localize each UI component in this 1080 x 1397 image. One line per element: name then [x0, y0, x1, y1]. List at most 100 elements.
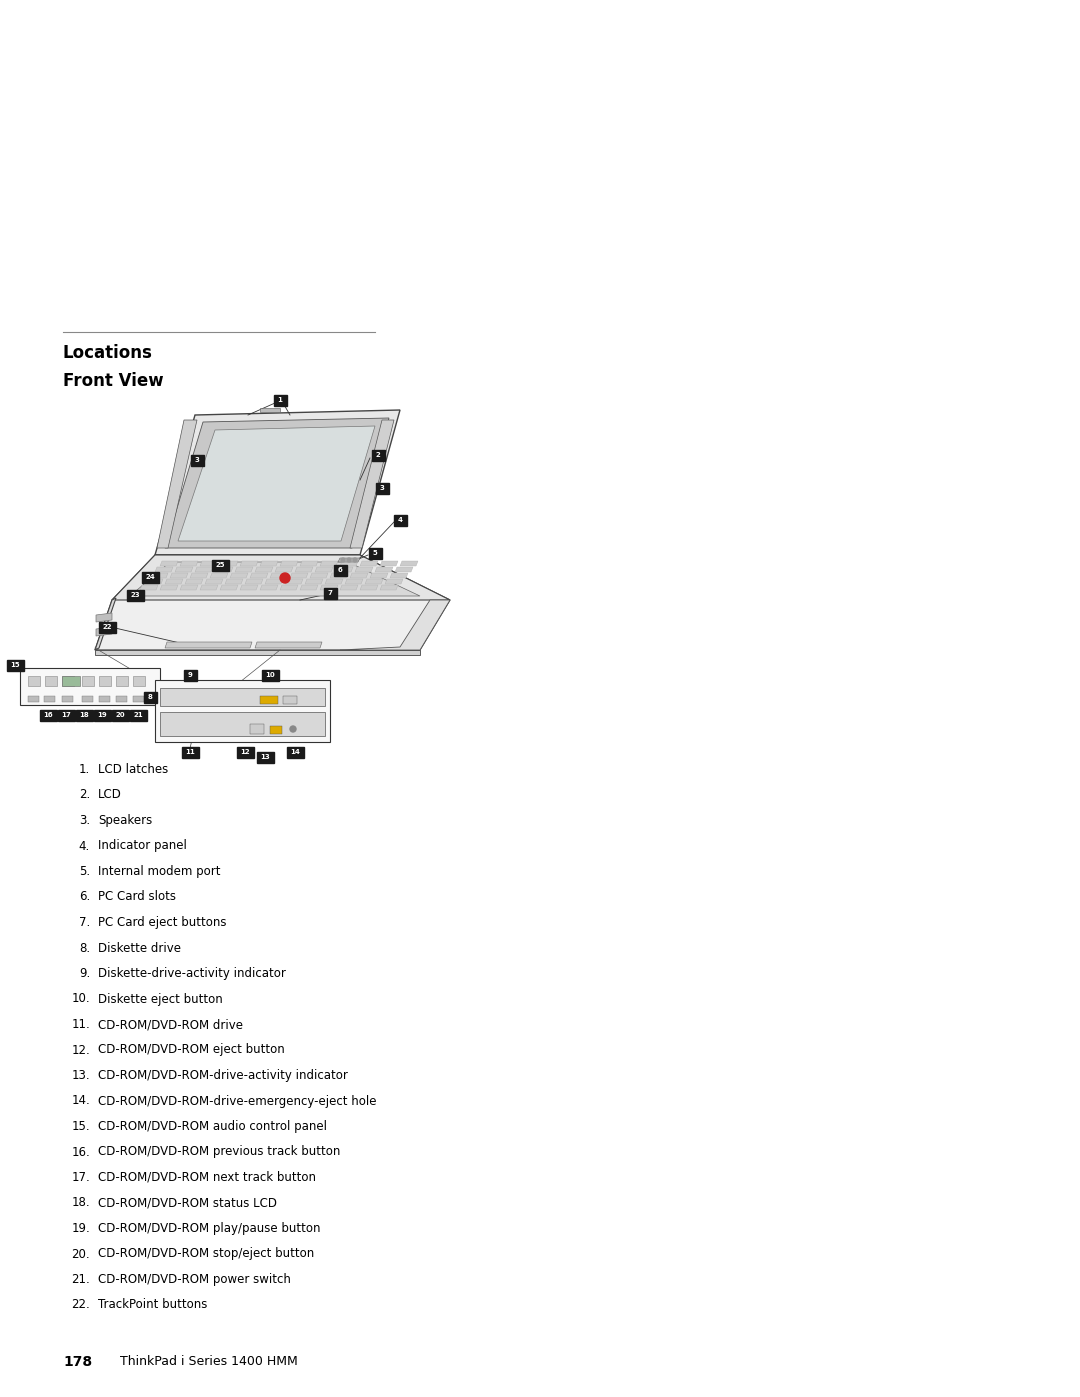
- Polygon shape: [95, 650, 420, 655]
- Text: 11: 11: [185, 749, 194, 754]
- Text: 16: 16: [43, 712, 53, 718]
- Polygon shape: [400, 562, 418, 566]
- Text: 24: 24: [145, 574, 154, 580]
- Bar: [249, 724, 264, 733]
- Bar: [160, 687, 325, 705]
- Text: CD-ROM/DVD-ROM audio control panel: CD-ROM/DVD-ROM audio control panel: [98, 1120, 327, 1133]
- Text: LCD latches: LCD latches: [98, 763, 168, 775]
- Polygon shape: [210, 573, 228, 578]
- Polygon shape: [291, 573, 308, 578]
- Text: CD-ROM/DVD-ROM power switch: CD-ROM/DVD-ROM power switch: [98, 1273, 291, 1287]
- FancyBboxPatch shape: [324, 588, 337, 598]
- Polygon shape: [375, 567, 393, 571]
- Text: 22.: 22.: [71, 1298, 90, 1312]
- Polygon shape: [320, 585, 338, 590]
- Text: 1: 1: [278, 397, 283, 402]
- Text: 4: 4: [397, 517, 403, 522]
- Polygon shape: [160, 585, 178, 590]
- FancyBboxPatch shape: [40, 710, 56, 721]
- Bar: [28, 696, 39, 703]
- Polygon shape: [338, 557, 360, 562]
- Text: 15.: 15.: [71, 1120, 90, 1133]
- Polygon shape: [310, 573, 328, 578]
- FancyBboxPatch shape: [237, 746, 254, 757]
- Polygon shape: [130, 562, 420, 597]
- Polygon shape: [320, 562, 338, 566]
- Text: 19.: 19.: [71, 1222, 90, 1235]
- Text: 3: 3: [379, 485, 384, 490]
- Text: Indicator panel: Indicator panel: [98, 840, 187, 852]
- Text: CD-ROM/DVD-ROM previous track button: CD-ROM/DVD-ROM previous track button: [98, 1146, 340, 1158]
- Bar: [270, 726, 282, 733]
- Polygon shape: [95, 555, 450, 650]
- Polygon shape: [249, 573, 268, 578]
- Bar: [62, 676, 80, 686]
- Polygon shape: [325, 578, 343, 584]
- Polygon shape: [390, 573, 408, 578]
- Bar: [99, 696, 110, 703]
- Bar: [44, 696, 55, 703]
- Circle shape: [291, 726, 296, 732]
- Text: 7.: 7.: [79, 916, 90, 929]
- Bar: [116, 696, 127, 703]
- Polygon shape: [157, 420, 197, 548]
- Text: 21: 21: [133, 712, 143, 718]
- Text: 13: 13: [260, 754, 270, 760]
- Text: 1.: 1.: [79, 763, 90, 775]
- Polygon shape: [360, 562, 378, 566]
- Text: 16.: 16.: [71, 1146, 90, 1158]
- Text: 18: 18: [79, 712, 89, 718]
- Polygon shape: [215, 567, 233, 571]
- Polygon shape: [165, 643, 252, 648]
- Text: 8: 8: [148, 694, 152, 700]
- Polygon shape: [280, 585, 298, 590]
- Polygon shape: [240, 562, 258, 566]
- Text: Front View: Front View: [63, 372, 164, 390]
- FancyBboxPatch shape: [261, 669, 279, 680]
- Text: 14.: 14.: [71, 1094, 90, 1108]
- Bar: [133, 676, 145, 686]
- Polygon shape: [245, 578, 264, 584]
- Polygon shape: [260, 562, 278, 566]
- Text: 15: 15: [10, 662, 19, 668]
- Polygon shape: [285, 578, 303, 584]
- Text: 5: 5: [373, 550, 377, 556]
- Polygon shape: [165, 418, 389, 548]
- Polygon shape: [170, 573, 188, 578]
- Text: 17.: 17.: [71, 1171, 90, 1185]
- Text: 9.: 9.: [79, 967, 90, 981]
- FancyBboxPatch shape: [190, 454, 203, 465]
- Text: CD-ROM/DVD-ROM eject button: CD-ROM/DVD-ROM eject button: [98, 1044, 285, 1056]
- FancyBboxPatch shape: [144, 692, 157, 703]
- Polygon shape: [335, 567, 353, 571]
- Polygon shape: [345, 578, 363, 584]
- Text: 21.: 21.: [71, 1273, 90, 1287]
- Text: 3.: 3.: [79, 814, 90, 827]
- Circle shape: [347, 557, 351, 562]
- FancyBboxPatch shape: [141, 571, 159, 583]
- Polygon shape: [315, 567, 333, 571]
- Text: 14: 14: [291, 749, 300, 754]
- Polygon shape: [355, 567, 373, 571]
- Text: 10: 10: [265, 672, 275, 678]
- Text: CD-ROM/DVD-ROM status LCD: CD-ROM/DVD-ROM status LCD: [98, 1196, 276, 1210]
- Circle shape: [280, 573, 291, 583]
- Text: 18.: 18.: [71, 1196, 90, 1210]
- Text: CD-ROM/DVD-ROM next track button: CD-ROM/DVD-ROM next track button: [98, 1171, 316, 1185]
- Polygon shape: [145, 578, 163, 584]
- FancyBboxPatch shape: [98, 622, 116, 633]
- Bar: [28, 676, 40, 686]
- Text: Internal modem port: Internal modem port: [98, 865, 220, 877]
- Polygon shape: [165, 578, 183, 584]
- Polygon shape: [96, 627, 112, 636]
- Polygon shape: [330, 573, 348, 578]
- Text: Locations: Locations: [63, 344, 153, 362]
- Polygon shape: [230, 573, 248, 578]
- Polygon shape: [175, 567, 193, 571]
- Polygon shape: [200, 585, 218, 590]
- Bar: [82, 676, 94, 686]
- Polygon shape: [235, 567, 253, 571]
- FancyBboxPatch shape: [111, 710, 129, 721]
- Polygon shape: [112, 555, 450, 599]
- Text: 5.: 5.: [79, 865, 90, 877]
